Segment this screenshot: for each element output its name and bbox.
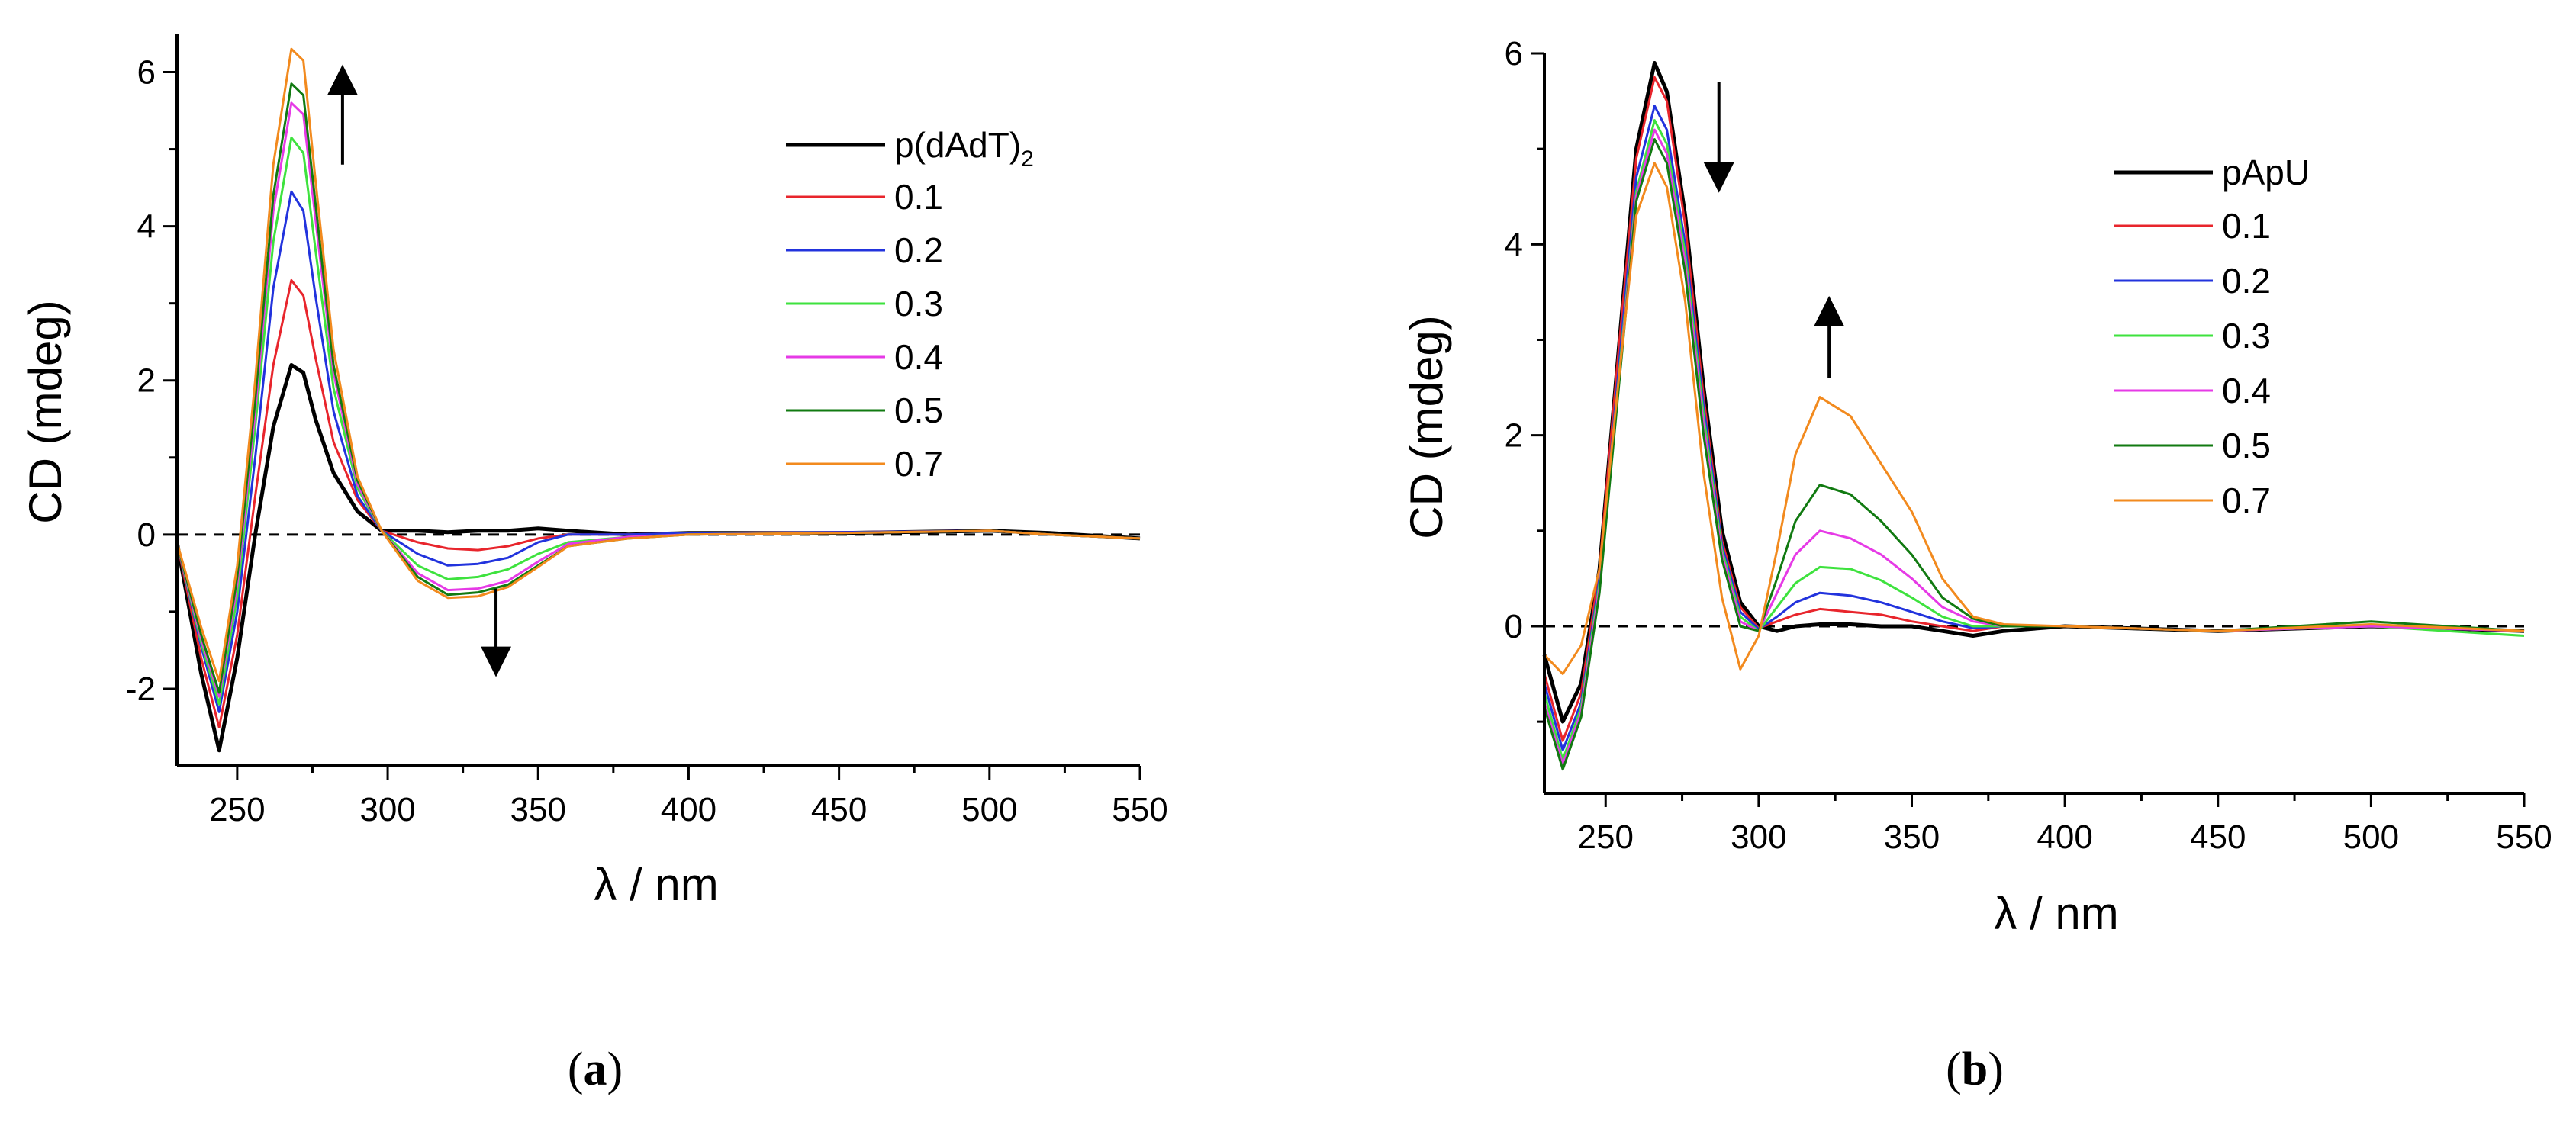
- panel-label-b: (b): [1946, 1044, 2004, 1095]
- legend-a: p(dAdT)2 0.1 0.2 0.3 0.4 0.5 0.7: [786, 125, 1034, 484]
- legend-label-a-6: 0.7: [894, 444, 943, 484]
- series-line-b-5: [1543, 138, 2525, 771]
- x-tick-label-a-0: 250: [209, 791, 265, 828]
- x-tick-label-a-6: 550: [1112, 791, 1167, 828]
- x-tick-label-a-4: 450: [811, 791, 867, 828]
- legend-label-b-4: 0.4: [2222, 371, 2271, 410]
- ticks-b: 250 300 350 400 450 500 550 0 2 4 6: [1505, 35, 2552, 856]
- arrows-a: [327, 64, 512, 677]
- legend-label-a-0-main: p(dAdT): [894, 125, 1021, 165]
- x-tick-label-b-3: 400: [2037, 818, 2092, 856]
- y-tick-label-a-2: 2: [137, 362, 156, 400]
- y-tick-label-a-3: 4: [137, 208, 156, 246]
- axes-b: [1543, 53, 2524, 795]
- legend-label-a-0-sub: 2: [1021, 146, 1034, 172]
- series-line-b-4: [1543, 128, 2525, 766]
- x-tick-label-b-4: 450: [2190, 818, 2246, 856]
- legend-label-b-2: 0.2: [2222, 261, 2271, 301]
- x-tick-label-a-5: 500: [961, 791, 1017, 828]
- x-tick-label-b-2: 350: [1884, 818, 1940, 856]
- series-line-b-1: [1543, 76, 2525, 742]
- y-tick-label-a-0: -2: [126, 671, 156, 708]
- legend-label-a-2: 0.2: [894, 230, 943, 270]
- panel-label-a-open: (: [568, 1044, 584, 1095]
- panel-label-a: (a): [568, 1044, 623, 1095]
- series-line-b-2: [1543, 105, 2525, 752]
- y-tick-label-b-2: 4: [1505, 226, 1523, 263]
- series-layer-b: [1542, 61, 2525, 771]
- series-line-a-6: [175, 47, 1141, 683]
- y-tick-label-b-3: 6: [1505, 35, 1523, 72]
- panel-label-a-letter: a: [584, 1044, 607, 1095]
- x-axis-title-a: λ / nm: [594, 859, 718, 910]
- legend-label-b-1: 0.1: [2222, 206, 2271, 246]
- legend-label-b-5: 0.5: [2222, 426, 2271, 465]
- legend-label-b-0: pApU: [2222, 153, 2310, 192]
- series-line-b-3: [1543, 119, 2525, 761]
- legend-label-a-5: 0.5: [894, 391, 943, 430]
- x-tick-label-b-0: 250: [1578, 818, 1634, 856]
- legend-label-a-4: 0.4: [894, 337, 943, 377]
- axes-a: [175, 34, 1140, 767]
- x-tick-label-a-3: 400: [661, 791, 716, 828]
- legend-label-a-3: 0.3: [894, 284, 943, 323]
- series-line-a-2: [175, 190, 1141, 713]
- x-tick-label-b-6: 550: [2496, 818, 2552, 856]
- series-line-a-1: [175, 278, 1141, 728]
- series-line-a-3: [175, 136, 1141, 706]
- y-tick-label-b-0: 0: [1505, 608, 1523, 645]
- series-line-a-0: [175, 363, 1141, 753]
- panel-label-b-letter: b: [1962, 1044, 1988, 1095]
- x-tick-label-b-5: 500: [2343, 818, 2399, 856]
- panel-label-b-open: (: [1946, 1044, 1962, 1095]
- y-tick-label-b-1: 2: [1505, 417, 1523, 455]
- legend-label-b-6: 0.7: [2222, 481, 2271, 520]
- panel-label-b-close: ): [1988, 1044, 2004, 1095]
- y-tick-label-a-4: 6: [137, 54, 156, 92]
- series-line-a-4: [175, 101, 1141, 698]
- x-axis-title-b: λ / nm: [1994, 888, 2118, 939]
- series-layer-a: [175, 47, 1141, 753]
- legend-label-b-3: 0.3: [2222, 316, 2271, 355]
- y-tick-label-a-1: 0: [137, 516, 156, 554]
- y-axis-title-b: CD (mdeg): [1401, 315, 1452, 539]
- series-line-b-6: [1543, 162, 2525, 675]
- legend-b: pApU 0.1 0.2 0.3 0.4 0.5 0.7: [2114, 153, 2310, 520]
- chart-panel-b: 250 300 350 400 450 500 550 0 2 4 6 λ / nm CD (mde…: [1401, 35, 2552, 1095]
- y-axis-title-a: CD (mdeg): [20, 300, 71, 523]
- x-tick-label-a-2: 350: [510, 791, 566, 828]
- panel-label-a-close: ): [607, 1044, 623, 1095]
- chart-panel-a: 250 300 350 400 450 500 550 -2 0 2 4 6 λ / nm CD (m…: [20, 34, 1168, 1095]
- ticks-a: 250 300 350 400 450 500 550 -2 0 2 4 6: [126, 54, 1168, 828]
- x-tick-label-a-1: 300: [359, 791, 415, 828]
- x-tick-label-b-1: 300: [1731, 818, 1786, 856]
- legend-label-a-0: p(dAdT)2: [894, 125, 1034, 172]
- legend-label-a-1: 0.1: [894, 177, 943, 217]
- arrows-b: [1703, 82, 1845, 378]
